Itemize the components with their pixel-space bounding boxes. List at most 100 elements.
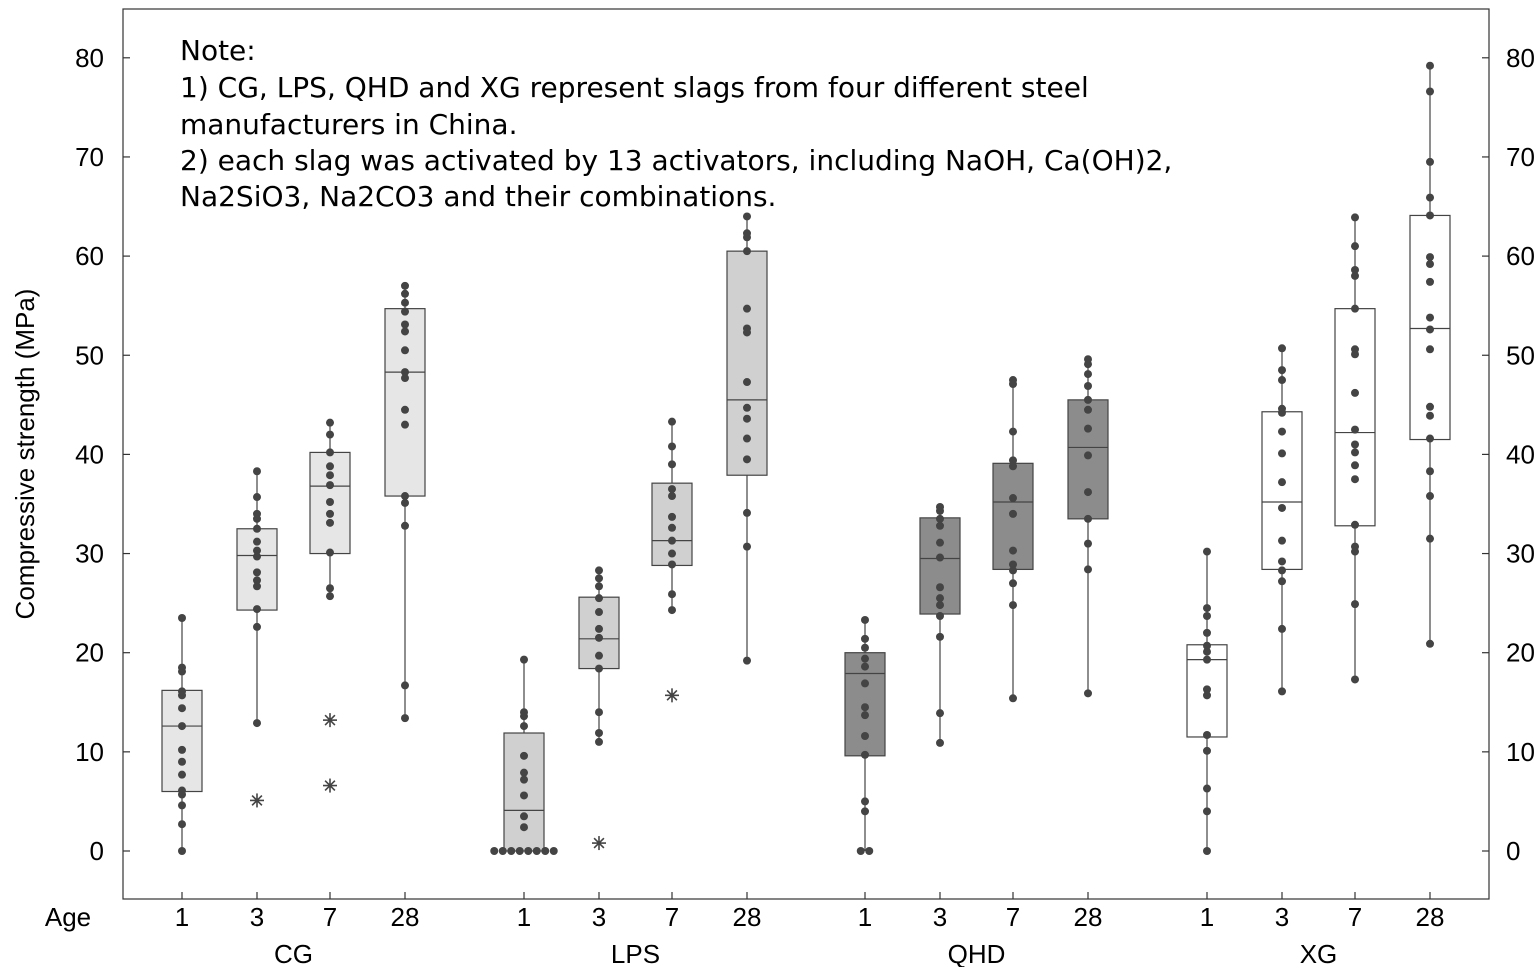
data-point <box>520 722 528 731</box>
data-point <box>1278 503 1286 512</box>
data-point <box>1426 492 1434 501</box>
box-iqr <box>1334 308 1376 527</box>
group-xg <box>1186 61 1451 855</box>
data-point <box>936 502 944 511</box>
y-tick-label-left: 10 <box>75 737 104 767</box>
data-point <box>1278 427 1286 436</box>
y-tick-label-left: 80 <box>75 43 104 73</box>
data-point <box>1009 560 1017 569</box>
y-tick-label-right: 10 <box>1506 737 1535 767</box>
data-point <box>1203 612 1211 621</box>
box-qhd-age-28 <box>1067 355 1109 698</box>
data-point <box>936 601 944 610</box>
note-line-3: manufacturers in China. <box>180 108 518 141</box>
data-point <box>1426 313 1434 322</box>
data-point <box>1203 746 1211 755</box>
group-label-xg: XG <box>1300 939 1338 967</box>
box-cg-age-28 <box>384 281 426 723</box>
data-point <box>668 492 676 501</box>
data-point <box>1426 61 1434 70</box>
y-tick-label-left: 70 <box>75 142 104 172</box>
data-point <box>253 622 261 631</box>
data-point <box>498 847 507 855</box>
data-point <box>178 687 186 696</box>
data-point <box>326 462 334 471</box>
outlier-marker <box>665 688 679 703</box>
y-tick-label-left: 40 <box>75 439 104 469</box>
data-point <box>401 307 409 316</box>
data-point <box>253 493 261 502</box>
data-point <box>1084 539 1092 548</box>
y-axis-title: Compressive strength (MPa) <box>10 289 40 620</box>
data-point <box>1351 542 1359 551</box>
data-point <box>326 448 334 457</box>
note-line-4: 2) each slag was activated by 13 activat… <box>180 144 1172 177</box>
note-line-2: 1) CG, LPS, QHD and XG represent slags f… <box>180 71 1089 104</box>
data-point <box>1203 807 1211 816</box>
data-point <box>524 847 533 855</box>
data-point <box>507 847 516 855</box>
box-qhd-age-3 <box>919 502 961 747</box>
data-point <box>595 566 603 575</box>
data-point <box>1351 265 1359 274</box>
box-qhd-age-7 <box>992 376 1034 703</box>
outlier-marker <box>323 713 337 728</box>
data-point <box>1351 345 1359 354</box>
group-cg <box>161 281 426 855</box>
data-point <box>532 847 541 855</box>
data-point <box>595 708 603 717</box>
data-point <box>1084 370 1092 379</box>
data-point <box>1351 461 1359 470</box>
data-point <box>401 492 409 501</box>
y-tick-label-right: 30 <box>1506 539 1535 569</box>
data-point <box>1351 520 1359 529</box>
data-point <box>253 546 261 555</box>
data-point <box>743 324 751 333</box>
data-point <box>1426 402 1434 411</box>
data-point <box>1084 488 1092 497</box>
group-label-lps: LPS <box>611 939 660 967</box>
data-point <box>326 584 334 593</box>
data-point <box>401 405 409 414</box>
data-point <box>1351 448 1359 457</box>
data-point <box>936 738 944 747</box>
data-point <box>178 770 186 779</box>
data-point <box>326 497 334 506</box>
data-point <box>1426 325 1434 334</box>
outlier-marker-center <box>327 717 333 723</box>
data-point <box>1278 566 1286 575</box>
data-point <box>253 582 261 591</box>
data-point <box>178 722 186 731</box>
data-point <box>1351 388 1359 397</box>
data-point <box>178 786 186 795</box>
x-row-label-age: Age <box>45 902 91 932</box>
data-point <box>1203 730 1211 739</box>
x-tick-label-age: 3 <box>592 902 606 932</box>
data-point <box>1203 604 1211 613</box>
data-point <box>856 847 865 855</box>
y-tick-label-right: 20 <box>1506 638 1535 668</box>
data-point <box>1084 405 1092 414</box>
data-point <box>595 574 603 583</box>
data-point <box>743 656 751 665</box>
box-xg-age-28 <box>1409 61 1451 648</box>
data-point <box>936 583 944 592</box>
y-axis-right: 0 10 20 30 40 50 60 70 80 <box>1482 43 1535 866</box>
data-point <box>1009 509 1017 518</box>
data-point <box>936 521 944 530</box>
data-point <box>1278 536 1286 545</box>
data-point <box>520 775 528 784</box>
data-point <box>178 757 186 766</box>
y-tick-label-right: 50 <box>1506 340 1535 370</box>
data-point <box>1009 494 1017 503</box>
data-point <box>861 703 869 712</box>
data-point <box>743 455 751 464</box>
data-point <box>668 549 676 558</box>
y-axis-left: 0 10 20 30 40 50 60 70 80 <box>75 43 130 866</box>
data-point <box>401 681 409 690</box>
data-point <box>595 633 603 642</box>
data-point <box>1203 784 1211 793</box>
outlier-marker-center <box>254 798 260 803</box>
data-point <box>1351 475 1359 484</box>
y-tick-label-right: 70 <box>1506 142 1535 172</box>
